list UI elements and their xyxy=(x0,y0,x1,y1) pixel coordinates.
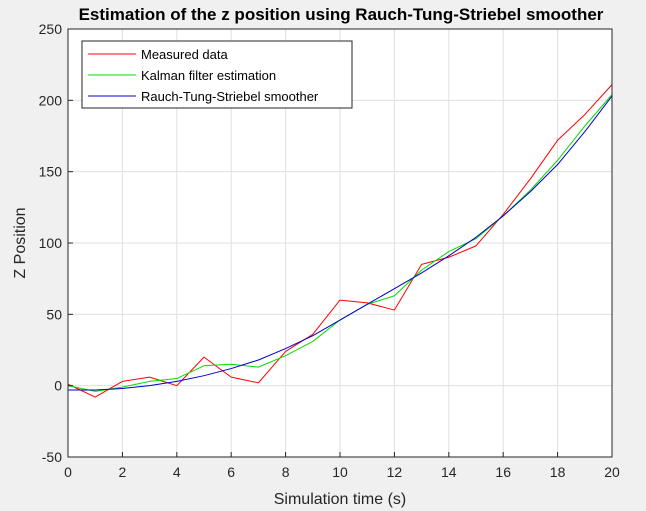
y-axis-label: Z Position xyxy=(12,207,29,278)
y-tick-label: -50 xyxy=(42,449,62,465)
rts-smoother-line xyxy=(68,95,613,391)
x-tick-label: 0 xyxy=(64,464,72,480)
y-tick-label: 250 xyxy=(39,21,63,37)
x-tick-label: 6 xyxy=(227,464,235,480)
legend-label-measured: Measured data xyxy=(141,47,228,62)
x-tick-label: 14 xyxy=(441,464,457,480)
x-tick-label: 18 xyxy=(550,464,566,480)
legend-label-kalman: Kalman filter estimation xyxy=(141,68,276,83)
x-tick-label: 4 xyxy=(173,464,181,480)
x-tick-label: 12 xyxy=(387,464,403,480)
series-lines xyxy=(67,84,613,398)
legend: Measured data Kalman filter estimation R… xyxy=(81,40,353,109)
x-tick-label: 10 xyxy=(332,464,348,480)
y-tick-label: 0 xyxy=(54,378,62,394)
legend-label-rts: Rauch-Tung-Striebel smoother xyxy=(141,89,319,104)
y-tick-label: 150 xyxy=(39,164,63,180)
x-tick-label: 8 xyxy=(282,464,290,480)
y-tick-label: 50 xyxy=(46,306,62,322)
x-tick-label: 2 xyxy=(119,464,127,480)
x-tick-label: 16 xyxy=(495,464,511,480)
chart-title: Estimation of the z position using Rauch… xyxy=(79,5,604,24)
x-tick-label: 20 xyxy=(604,464,620,480)
y-tick-label: 100 xyxy=(39,235,63,251)
x-axis-label: Simulation time (s) xyxy=(274,491,406,508)
y-tick-label: 200 xyxy=(39,92,63,108)
